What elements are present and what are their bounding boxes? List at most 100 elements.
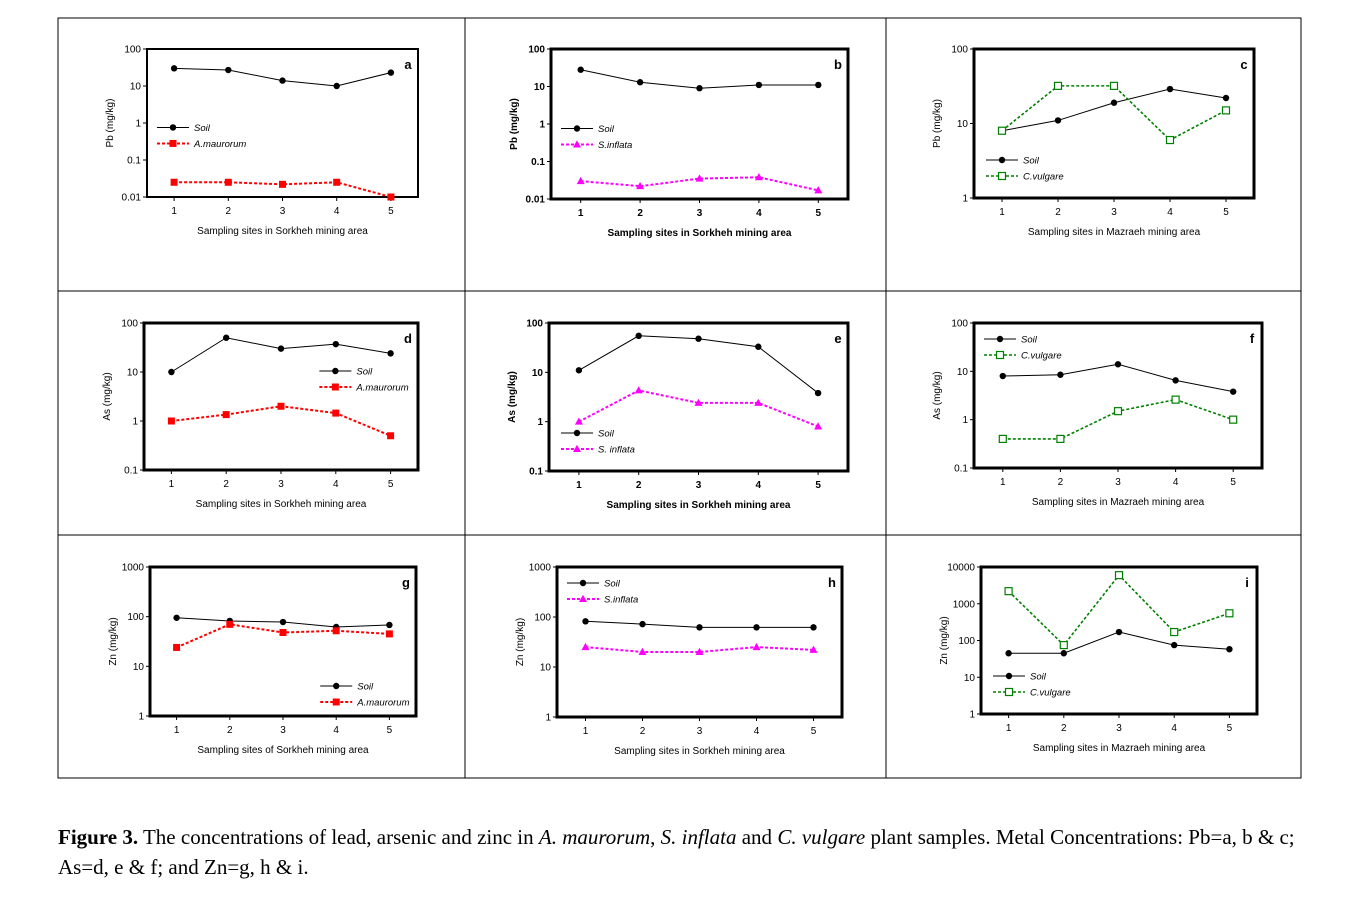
series-c_vulgare [998, 395, 1238, 444]
y-tick-label: 0.01 [122, 193, 142, 204]
x-tick-label: 5 [815, 480, 821, 491]
legend: Soil C.vulgare [984, 335, 1062, 362]
data-point [574, 417, 583, 425]
series-a_maurorum [173, 620, 393, 651]
plot-area [972, 321, 1264, 470]
data-point [168, 368, 175, 376]
data-point [170, 65, 178, 72]
data-point [639, 620, 646, 628]
chart-g: 1 10 100 1000 1 2 3 4 5 Sampling sites of Sorkheh… [108, 563, 418, 756]
data-point [636, 181, 645, 190]
y-tick-label: 100 [951, 45, 968, 56]
data-point [814, 389, 822, 397]
series-c_vulgare [1004, 571, 1234, 650]
panel-letter: e [834, 331, 841, 346]
x-tick-label: 2 [227, 725, 233, 736]
data-point [226, 620, 234, 628]
data-point [1057, 371, 1064, 378]
legend-label: Soil [598, 429, 615, 440]
y-tick-label: 10 [540, 663, 552, 674]
data-point [173, 643, 181, 651]
y-tick-label: 1 [539, 120, 545, 131]
data-point [332, 698, 340, 706]
data-point [695, 647, 704, 655]
data-point [997, 126, 1007, 135]
x-axis-label: Sampling sites in Sorkheh mining area [614, 746, 785, 757]
chart-c: 1 10 100 1 2 3 4 5 Sampling sites in Mazraeh min… [932, 45, 1256, 238]
chart-f: 0.1 1 10 100 1 2 3 4 5 Sampling sites in Mazraeh … [932, 319, 1264, 508]
data-point [579, 579, 587, 587]
y-tick-label: 100 [534, 613, 551, 624]
data-point [582, 618, 589, 625]
x-tick-label: 1 [583, 726, 589, 737]
y-tick-label: 1 [537, 417, 543, 428]
data-point [573, 125, 581, 132]
panel-letter: i [1245, 575, 1249, 590]
plot-area [148, 565, 418, 718]
data-point [1230, 388, 1237, 395]
data-point [815, 81, 822, 89]
x-tick-label: 1 [174, 725, 180, 736]
x-axis-label: Sampling sites in Mazraeh mining area [1033, 743, 1206, 754]
y-axis-label: Pb (mg/kg) [105, 99, 116, 148]
series-a_maurorum [167, 402, 395, 440]
x-tick-label: 5 [387, 725, 393, 736]
x-tick-label: 1 [1006, 723, 1012, 734]
legend-label: Soil [194, 123, 211, 134]
legend: Soil A.maurorum [319, 367, 409, 394]
legend-label: A.maurorum [193, 139, 246, 150]
legend-label: C.vulgare [1023, 172, 1064, 183]
x-tick-label: 1 [576, 480, 582, 491]
chart-h: 1 10 100 1000 1 2 3 4 5 Sampling sites in Sorkheh… [515, 563, 844, 757]
data-point [331, 383, 339, 391]
data-point [1109, 81, 1119, 90]
x-axis-label: Sampling sites in Sorkheh mining area [196, 499, 367, 510]
x-tick-label: 5 [1230, 477, 1236, 488]
y-tick-label: 10 [133, 662, 145, 673]
data-point [1004, 687, 1014, 697]
data-point [573, 429, 581, 437]
data-point [279, 77, 286, 84]
legend: Soil S. inflata [561, 429, 635, 456]
y-tick-label: 100 [528, 45, 545, 56]
series-soil [575, 332, 822, 397]
data-point [636, 79, 644, 86]
plot-area [979, 565, 1259, 716]
x-tick-label: 4 [334, 206, 340, 217]
legend-label: Soil [1030, 672, 1047, 683]
y-tick-label: 10 [957, 367, 969, 378]
x-axis-label: Sampling sites in Sorkheh mining area [607, 500, 791, 511]
data-point [696, 624, 703, 631]
data-point [998, 156, 1006, 164]
x-tick-label: 1 [169, 479, 175, 490]
data-point [332, 409, 340, 417]
x-tick-label: 1 [171, 206, 177, 217]
data-point [1171, 395, 1180, 404]
series-soil [170, 65, 395, 90]
data-point [573, 140, 581, 148]
series-soil [999, 361, 1237, 395]
x-tick-label: 2 [1055, 207, 1061, 218]
data-point [634, 386, 643, 394]
data-point [1225, 609, 1234, 618]
caption-segment: A. maurorum [538, 825, 651, 849]
data-point [1110, 99, 1118, 106]
data-point [224, 178, 232, 186]
y-tick-label: 10 [957, 119, 969, 130]
data-point [755, 81, 763, 89]
x-axis-label: Sampling sites in Mazraeh mining area [1028, 227, 1201, 238]
y-axis-label: Pb (mg/kg) [509, 98, 520, 150]
y-tick-label: 10 [534, 82, 546, 93]
data-point [1114, 571, 1124, 580]
x-tick-label: 5 [1227, 723, 1233, 734]
x-tick-label: 4 [1173, 477, 1179, 488]
chart-a: 0.01 0.1 1 10 100 1 2 3 4 5 Sampling sites in Sork… [105, 45, 419, 237]
y-axis-label: As (mg/kg) [507, 371, 518, 423]
data-point [752, 642, 761, 651]
data-point [387, 350, 394, 357]
data-point [170, 178, 178, 186]
legend-label: S.inflata [598, 140, 632, 151]
caption-body: The concentrations of lead, arsenic and … [58, 825, 1295, 879]
series-soil [173, 614, 393, 631]
x-tick-label: 2 [636, 480, 642, 491]
